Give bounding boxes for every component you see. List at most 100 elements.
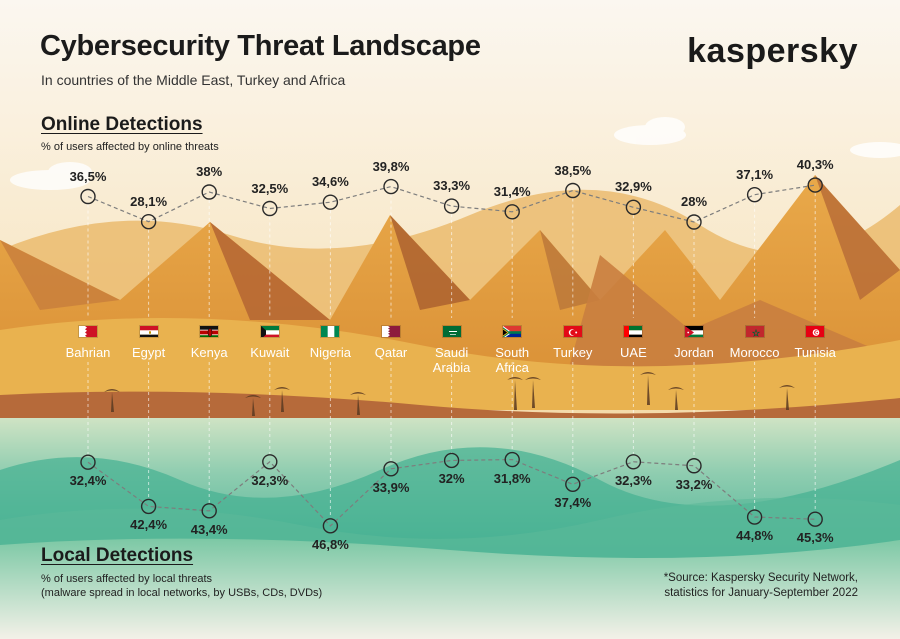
nigeria-flag-icon <box>320 325 341 338</box>
qatar-flag-icon <box>381 325 401 338</box>
local-value-label: 31,8% <box>493 470 531 486</box>
saudi-arabia-flag-icon <box>441 325 462 338</box>
country-label: Turkey <box>538 345 608 360</box>
country-label: Egypt <box>114 345 184 360</box>
online-data-point <box>383 178 399 195</box>
country-name: Kuwait <box>250 345 290 360</box>
local-value-label: 45,3% <box>796 530 834 546</box>
online-detections-title: Online Detections <box>41 114 203 135</box>
online-data-point <box>625 199 642 216</box>
local-data-point <box>322 518 339 534</box>
online-data-point <box>807 177 823 193</box>
local-detections-title: Local Detections <box>41 545 194 566</box>
online-value-label: 28,1% <box>130 193 168 209</box>
local-series-line <box>87 458 816 527</box>
local-value-label: 32,3% <box>251 472 289 488</box>
online-data-point <box>262 200 278 217</box>
local-detections-note-line1: % of users affected by local threats <box>41 573 212 585</box>
egypt-flag-icon <box>138 325 159 338</box>
country-label: Jordan <box>659 345 729 360</box>
online-value-label: 40,3% <box>796 157 834 173</box>
country-label: Bahrian <box>53 345 123 360</box>
online-data-point <box>746 186 763 203</box>
online-data-point <box>201 184 217 200</box>
jordan-flag-icon <box>684 325 704 338</box>
local-value-label: 32% <box>438 471 465 487</box>
online-detections-note: % of users affected by online threats <box>41 141 219 153</box>
page-subtitle: In countries of the Middle East, Turkey … <box>41 72 346 88</box>
country-name: Bahrian <box>65 345 111 360</box>
country-name: Nigeria <box>309 345 351 360</box>
local-data-point <box>201 503 217 519</box>
kenya-flag-icon <box>199 325 220 338</box>
local-value-label: 37,4% <box>554 495 592 511</box>
morocco-flag-icon <box>744 325 765 338</box>
country-label: Kuwait <box>235 345 305 360</box>
bahrain-flag-icon <box>78 325 98 338</box>
country-label: Nigeria <box>295 345 365 360</box>
online-value-label: 36,5% <box>69 168 107 184</box>
online-value-label: 33,3% <box>433 178 471 194</box>
online-value-label: 32,9% <box>614 179 652 195</box>
local-data-point <box>746 509 763 525</box>
online-data-point <box>686 214 702 230</box>
online-data-point <box>504 204 520 220</box>
local-data-point <box>686 458 702 474</box>
turkey-flag-icon <box>562 325 583 338</box>
online-data-point <box>322 194 339 210</box>
country-name-line2: Arabia <box>432 360 471 375</box>
online-data-point <box>140 213 157 230</box>
online-data-point <box>565 182 581 199</box>
local-detections-note-line2: (malware spread in local networks, by US… <box>41 587 323 599</box>
country-name: Qatar <box>374 345 408 360</box>
tunisia-flag-icon <box>805 325 826 338</box>
online-data-point <box>443 198 460 214</box>
local-data-point <box>565 476 581 493</box>
country-name-line2: Africa <box>495 360 529 375</box>
local-data-point <box>504 451 520 468</box>
online-series-line <box>87 184 816 223</box>
local-data-point <box>807 511 823 527</box>
local-value-label: 33,9% <box>372 479 410 495</box>
country-label: UAE <box>598 345 668 360</box>
country-name: Tunisia <box>794 345 836 360</box>
local-value-label: 33,2% <box>675 476 713 492</box>
country-label: South Africa <box>477 345 547 375</box>
country-name: Egypt <box>131 345 166 360</box>
country-name: Kenya <box>190 345 228 360</box>
local-value-label: 46,8% <box>311 536 349 552</box>
country-name: UAE <box>620 345 647 360</box>
country-label: Kenya <box>174 345 244 360</box>
country-name: Jordan <box>674 345 714 360</box>
online-value-label: 39,8% <box>372 158 410 174</box>
country-label: Morocco <box>720 345 790 360</box>
source-line1: *Source: Kaspersky Security Network, <box>663 572 858 584</box>
south-africa-flag-icon <box>502 325 523 338</box>
kuwait-flag-icon <box>259 325 280 338</box>
online-value-label: 38,5% <box>554 162 592 178</box>
online-value-label: 34,6% <box>311 174 349 190</box>
kaspersky-logo: kaspersky <box>687 32 858 70</box>
country-name: Saudi <box>434 345 469 360</box>
online-value-label: 31,4% <box>493 183 531 199</box>
local-data-point <box>383 461 399 477</box>
local-value-label: 32,4% <box>69 473 107 489</box>
country-label: Tunisia <box>780 345 850 360</box>
country-label: Qatar <box>356 345 426 360</box>
page-title: Cybersecurity Threat Landscape <box>40 30 481 62</box>
local-data-point <box>140 498 157 515</box>
country-name: Turkey <box>553 345 593 360</box>
source-note: *Source: Kaspersky Security Network, sta… <box>664 571 858 601</box>
local-data-point <box>443 452 460 469</box>
online-value-label: 38% <box>196 164 223 179</box>
online-value-label: 37,1% <box>736 166 774 182</box>
country-name: Morocco <box>729 345 780 360</box>
local-value-label: 44,8% <box>736 528 774 544</box>
online-data-point <box>80 188 96 205</box>
online-value-label: 28% <box>680 194 708 209</box>
country-name: South <box>495 345 530 360</box>
local-data-point <box>262 454 278 470</box>
local-value-label: 42,4% <box>130 517 168 533</box>
